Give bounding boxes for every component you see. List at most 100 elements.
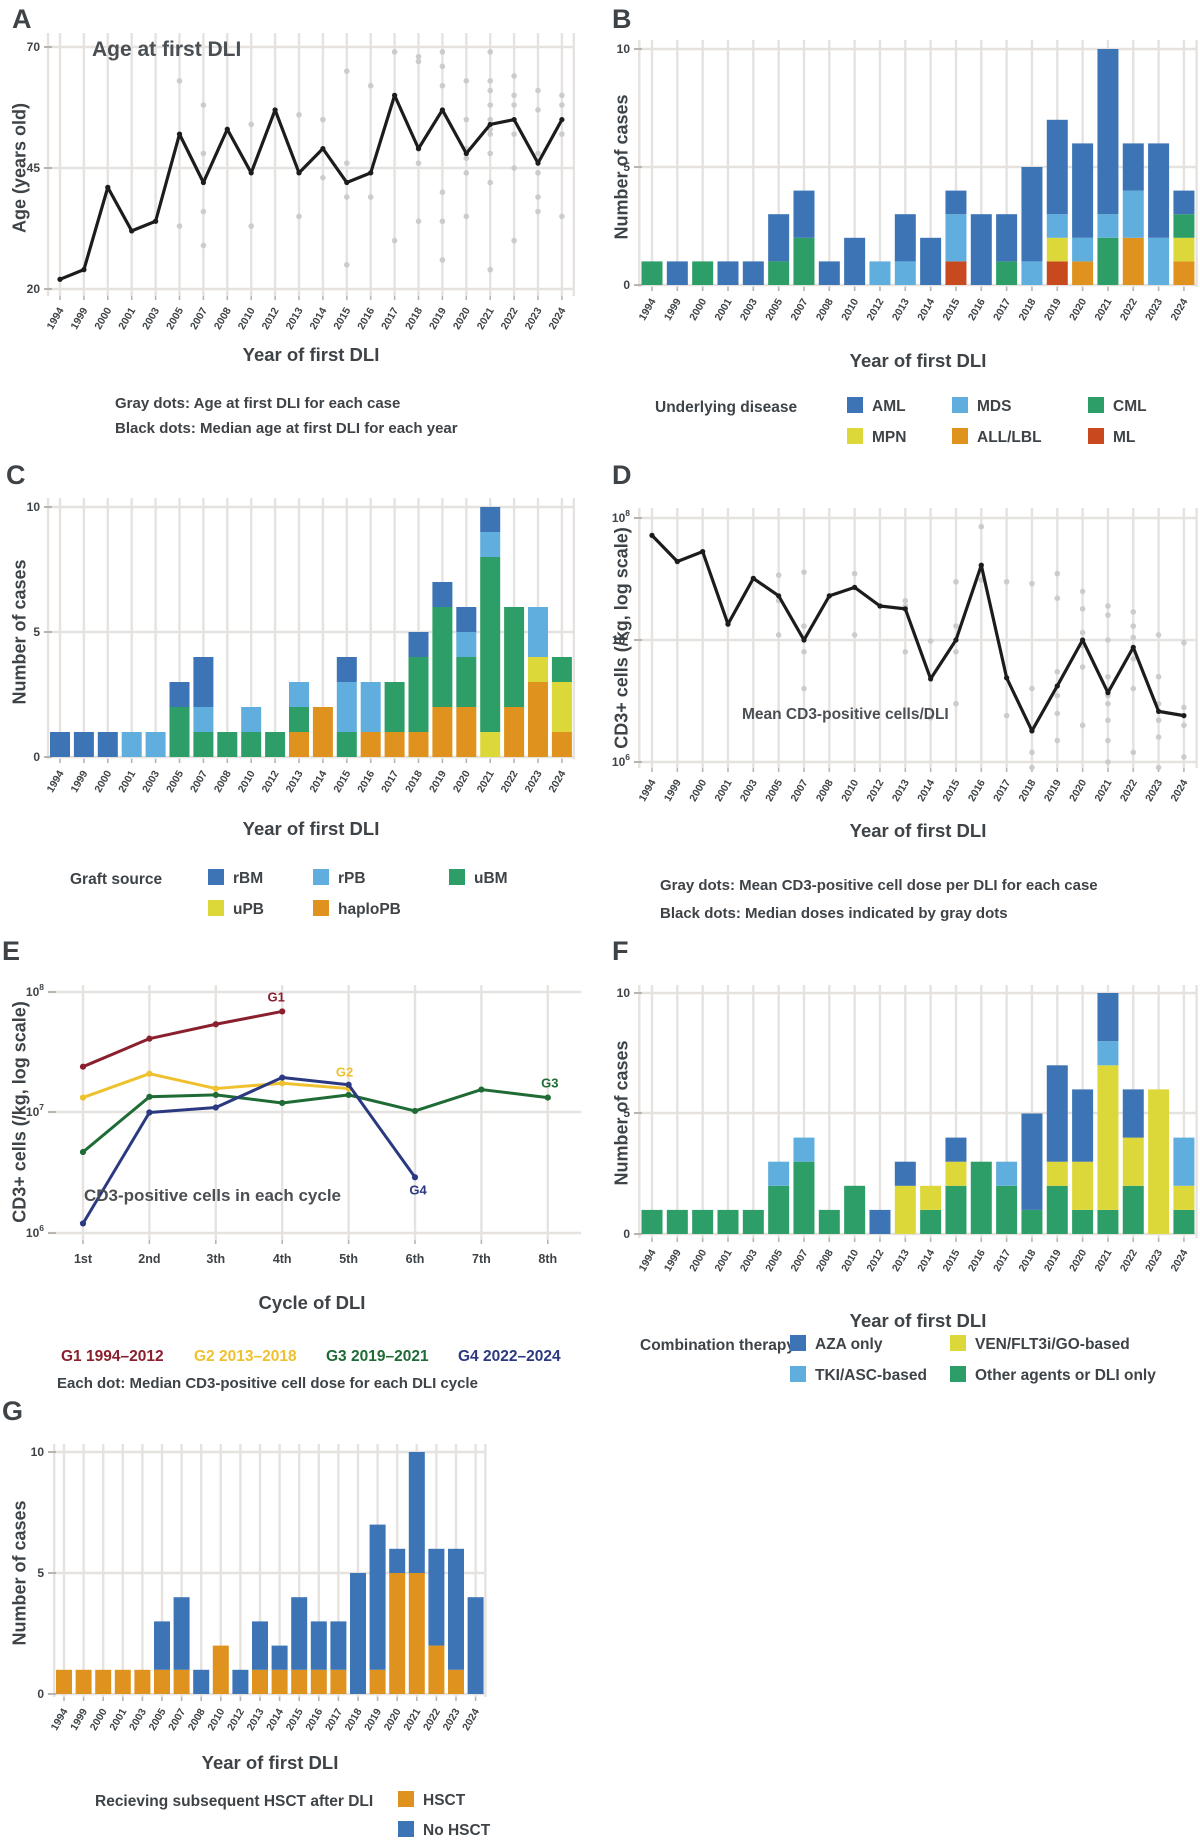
panel-f-label: F [612, 936, 629, 966]
svg-text:2003: 2003 [140, 305, 162, 331]
svg-text:2022: 2022 [1118, 777, 1140, 803]
svg-text:2008: 2008 [186, 1706, 208, 1732]
aza-only-swatch-icon [790, 1335, 806, 1351]
panel-f-chart: 10 5 0 1994 1999 2000 2001 2003 2005 2007 2008 2010… [617, 985, 1198, 1274]
svg-text:2018: 2018 [343, 1706, 365, 1732]
legend-item-g3: G3 2019–2021 [326, 1348, 429, 1365]
svg-text:2014: 2014 [915, 296, 937, 322]
panel-g-chart: 10 5 0 199419992000200120032005200720082010… [31, 1444, 487, 1733]
svg-text:2012: 2012 [864, 1247, 886, 1273]
svg-text:2020: 2020 [1067, 296, 1089, 322]
panel-a-caption-black: Black dots: Median age at first DLI for … [115, 420, 458, 437]
legend-item-g4: G4 2022–2024 [458, 1348, 561, 1365]
panel-c-label: C [6, 460, 26, 490]
svg-text:2016: 2016 [355, 305, 377, 331]
svg-text:2008: 2008 [212, 305, 234, 331]
no-hsct-swatch-icon [398, 1821, 414, 1837]
svg-text:2005: 2005 [763, 777, 785, 803]
other-agents-swatch-icon [950, 1366, 966, 1382]
svg-text:2001: 2001 [713, 777, 735, 803]
svg-text:2003: 2003 [738, 1247, 760, 1273]
legend-b-title: Underlying disease [655, 399, 798, 416]
legend-item-upb: uPB [208, 900, 264, 919]
svg-text:1999: 1999 [662, 777, 684, 803]
svg-text:5: 5 [623, 160, 630, 174]
svg-text:5th: 5th [339, 1252, 358, 1266]
panel-g-ylabel: Number of cases [9, 1500, 30, 1646]
svg-text:2000: 2000 [687, 1247, 709, 1273]
svg-text:1994: 1994 [45, 768, 67, 794]
svg-text:108: 108 [26, 982, 44, 999]
panel-c-chart: 10 5 0 1994 1999 2000 2001 2003 2005 2007 2008 2010… [27, 498, 576, 795]
svg-text:2022: 2022 [421, 1706, 443, 1732]
svg-text:2023: 2023 [523, 305, 545, 331]
svg-text:2000: 2000 [92, 768, 114, 794]
svg-text:2021: 2021 [401, 1706, 423, 1732]
svg-text:2013: 2013 [890, 777, 912, 803]
svg-text:2017: 2017 [991, 777, 1013, 803]
svg-text:108: 108 [612, 508, 630, 525]
svg-text:10: 10 [617, 986, 631, 1000]
panel-c-xlabel: Year of first DLI [242, 818, 380, 839]
svg-text:2015: 2015 [940, 777, 962, 803]
aml-swatch-icon [847, 397, 863, 413]
svg-text:2012: 2012 [260, 305, 282, 331]
svg-text:1999: 1999 [662, 296, 684, 322]
svg-text:2018: 2018 [1016, 777, 1038, 803]
svg-text:2000: 2000 [92, 305, 114, 331]
svg-text:2016: 2016 [966, 1247, 988, 1273]
svg-text:2015: 2015 [940, 1247, 962, 1273]
legend-item-rpb: rPB [313, 869, 366, 888]
svg-text:2019: 2019 [1042, 777, 1064, 803]
svg-text:7th: 7th [472, 1252, 491, 1266]
legend-item-g2: G2 2013–2018 [194, 1348, 297, 1365]
svg-text:2020: 2020 [451, 305, 473, 331]
panel-b-label: B [612, 4, 632, 34]
svg-text:45: 45 [27, 161, 41, 175]
svg-text:2001: 2001 [713, 1247, 735, 1273]
svg-text:107: 107 [26, 1102, 44, 1119]
all-lbl-swatch-icon [952, 428, 968, 444]
haplopb-swatch-icon [313, 900, 329, 916]
svg-text:2nd: 2nd [138, 1252, 160, 1266]
svg-text:2016: 2016 [966, 296, 988, 322]
svg-text:2013: 2013 [245, 1706, 267, 1732]
svg-text:0: 0 [33, 750, 40, 764]
panel-e-xlabel: Cycle of DLI [258, 1292, 366, 1313]
svg-text:2017: 2017 [323, 1706, 345, 1732]
svg-text:2010: 2010 [839, 1247, 861, 1273]
svg-text:2018: 2018 [403, 305, 425, 331]
svg-text:2023: 2023 [1143, 1247, 1165, 1273]
panel-a-ylabel: Age (years old) [9, 102, 30, 234]
panel-d-ylabel: CD3+ cells (/kg, log scale) [611, 527, 632, 749]
svg-text:2005: 2005 [164, 305, 186, 331]
svg-text:2019: 2019 [1042, 296, 1064, 322]
svg-text:2007: 2007 [188, 768, 210, 794]
svg-text:10: 10 [617, 42, 631, 56]
svg-text:2003: 2003 [738, 296, 760, 322]
svg-text:2023: 2023 [1143, 296, 1165, 322]
svg-text:2000: 2000 [687, 296, 709, 322]
svg-text:2001: 2001 [713, 296, 735, 322]
panel-a-title: Age at first DLI [92, 38, 242, 61]
svg-text:1994: 1994 [637, 777, 659, 803]
svg-text:2014: 2014 [307, 768, 329, 794]
svg-text:2014: 2014 [915, 777, 937, 803]
svg-text:2001: 2001 [116, 305, 138, 331]
svg-text:2022: 2022 [1118, 1247, 1140, 1273]
svg-text:1994: 1994 [45, 305, 67, 331]
svg-text:2023: 2023 [523, 768, 545, 794]
svg-text:2013: 2013 [284, 305, 306, 331]
ven-flt3i-go-swatch-icon [950, 1335, 966, 1351]
panel-c-ylabel: Number of cases [9, 559, 30, 705]
panel-e-chart: 108 107 106 1st 2nd 3th 4th 5th 6th 7th 8th G1 G2 G3 G… [26, 982, 581, 1266]
panel-d-label: D [612, 460, 632, 490]
svg-text:1994: 1994 [637, 1247, 659, 1273]
svg-text:2015: 2015 [284, 1706, 306, 1732]
svg-text:2008: 2008 [212, 768, 234, 794]
mds-swatch-icon [952, 397, 968, 413]
svg-text:2019: 2019 [427, 305, 449, 331]
svg-text:2020: 2020 [382, 1706, 404, 1732]
svg-text:2024: 2024 [546, 305, 568, 331]
